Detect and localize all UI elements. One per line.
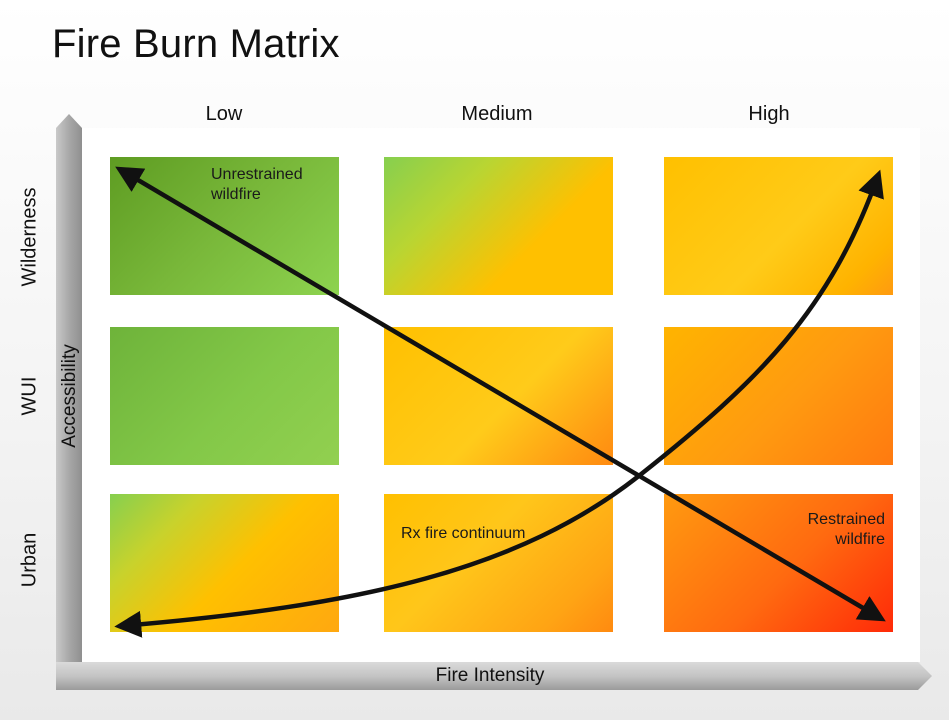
y-axis-arrow [56,114,82,672]
column-label-high: High [748,103,790,125]
diagonal-double-arrow [115,166,886,622]
rx-continuum-curve-arrow [114,169,884,638]
x-axis-label: Fire Intensity [435,665,545,686]
x-axis-arrow [56,662,932,690]
column-label-medium: Medium [461,103,533,125]
column-label-low: Low [205,103,243,125]
page-title: Fire Burn Matrix [52,22,340,66]
